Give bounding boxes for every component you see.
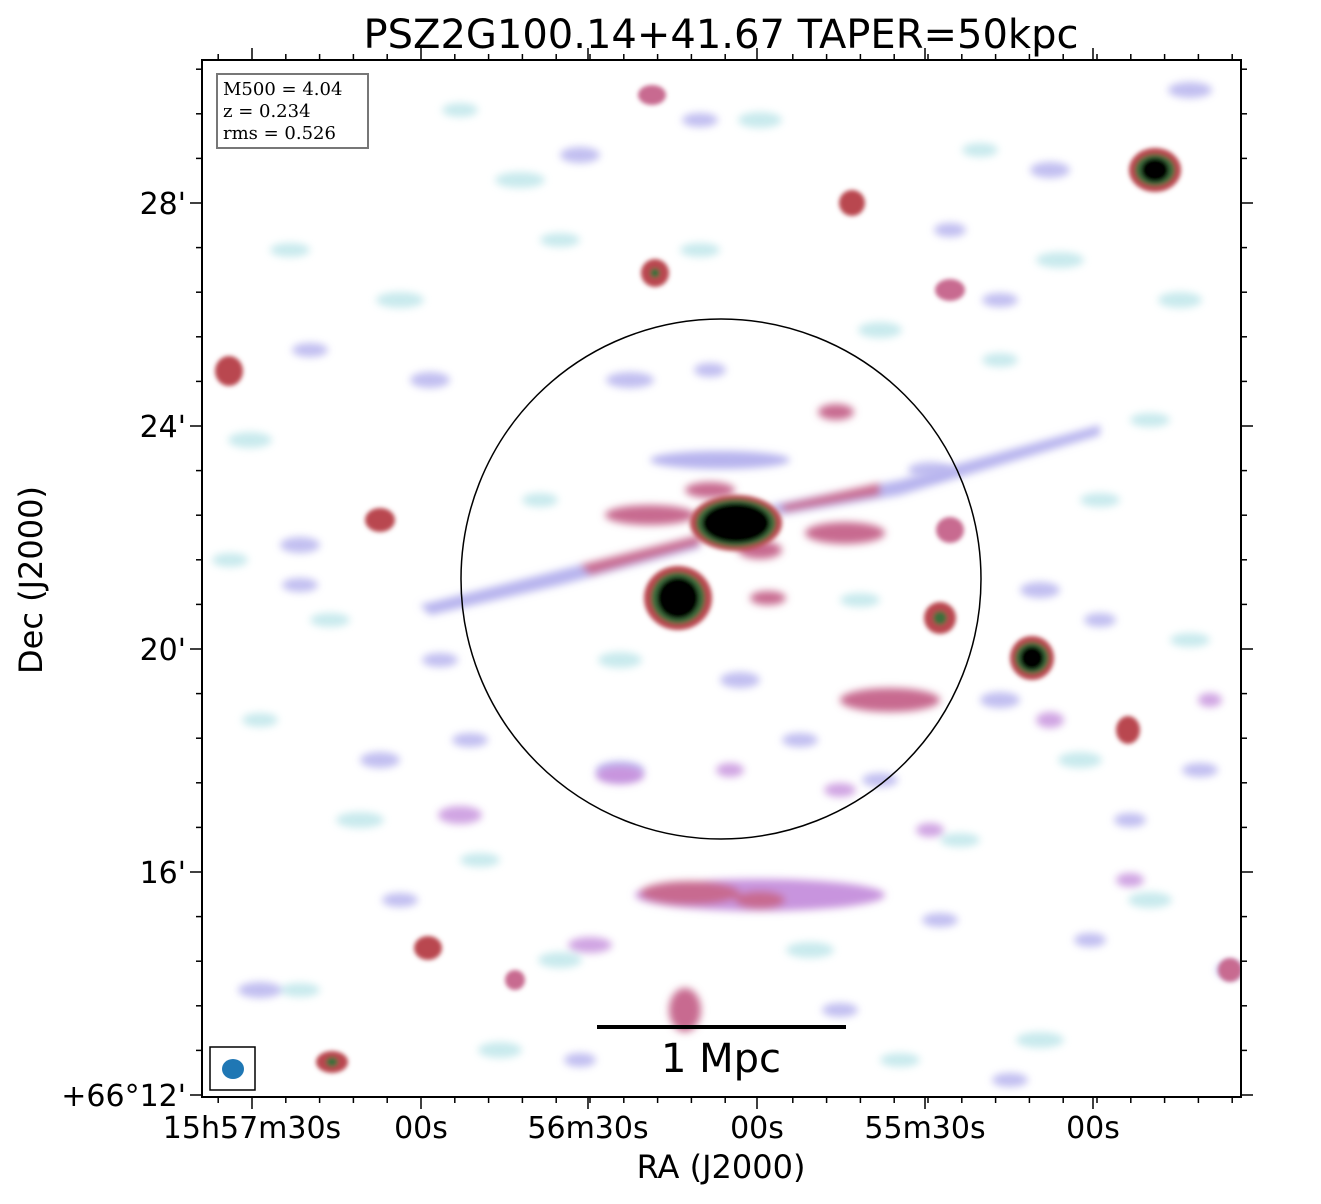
info-z: z = 0.234 (223, 101, 311, 122)
x-tick-label: 56m30s (527, 1111, 648, 1146)
y-tick-label: 16' (140, 856, 186, 891)
x-tick-label: 15h57m30s (163, 1111, 341, 1146)
y-tick-label: 28' (140, 187, 186, 222)
x-tick-label: 55m30s (864, 1111, 985, 1146)
y-tick-label: 24' (140, 410, 186, 445)
x-tick-labels: 15h57m30s 00s 56m30s 00s 55m30s 00s (163, 1111, 1120, 1146)
source-west (215, 356, 525, 1073)
beam-ellipse-icon (222, 1059, 244, 1079)
axis-ticks (190, 48, 1253, 1109)
source-central-sw (644, 566, 712, 630)
x-tick-label: 00s (394, 1111, 448, 1146)
figure-title: PSZ2G100.14+41.67 TAPER=50kpc (364, 12, 1079, 58)
scalebar-label: 1 Mpc (661, 1036, 781, 1082)
image-panel (202, 60, 1241, 1097)
x-tick-label: 00s (1066, 1111, 1120, 1146)
southern-band (635, 879, 885, 1032)
y-axis-label: Dec (J2000) (12, 486, 50, 674)
y-tick-label: 20' (140, 633, 186, 668)
jet-northeast-core (780, 483, 880, 512)
jet-southwest-core (580, 535, 700, 575)
background-noise (212, 82, 1241, 1087)
r500-circle (460, 318, 982, 840)
compact-sources (215, 85, 1241, 1073)
source-bright-e (1010, 636, 1054, 680)
source-bright-ne (1129, 148, 1181, 192)
noise-faint (212, 103, 1210, 1067)
x-axis-label: RA (J2000) (637, 1148, 806, 1186)
y-tick-label: +66°12' (61, 1079, 186, 1114)
source-east (924, 279, 1241, 982)
plot-frame (201, 59, 1242, 1098)
info-m500: M500 = 4.04 (223, 79, 342, 100)
source-nw (641, 259, 669, 287)
y-tick-labels: 28' 24' 20' 16' +66°12' (61, 187, 186, 1114)
source-n (638, 85, 865, 216)
source-central-bcg (690, 495, 782, 551)
info-rms: rms = 0.526 (223, 123, 336, 144)
noise-lavender (438, 693, 1222, 953)
info-box: M500 = 4.04 z = 0.234 rms = 0.526 (216, 73, 369, 149)
x-tick-label: 00s (730, 1111, 784, 1146)
